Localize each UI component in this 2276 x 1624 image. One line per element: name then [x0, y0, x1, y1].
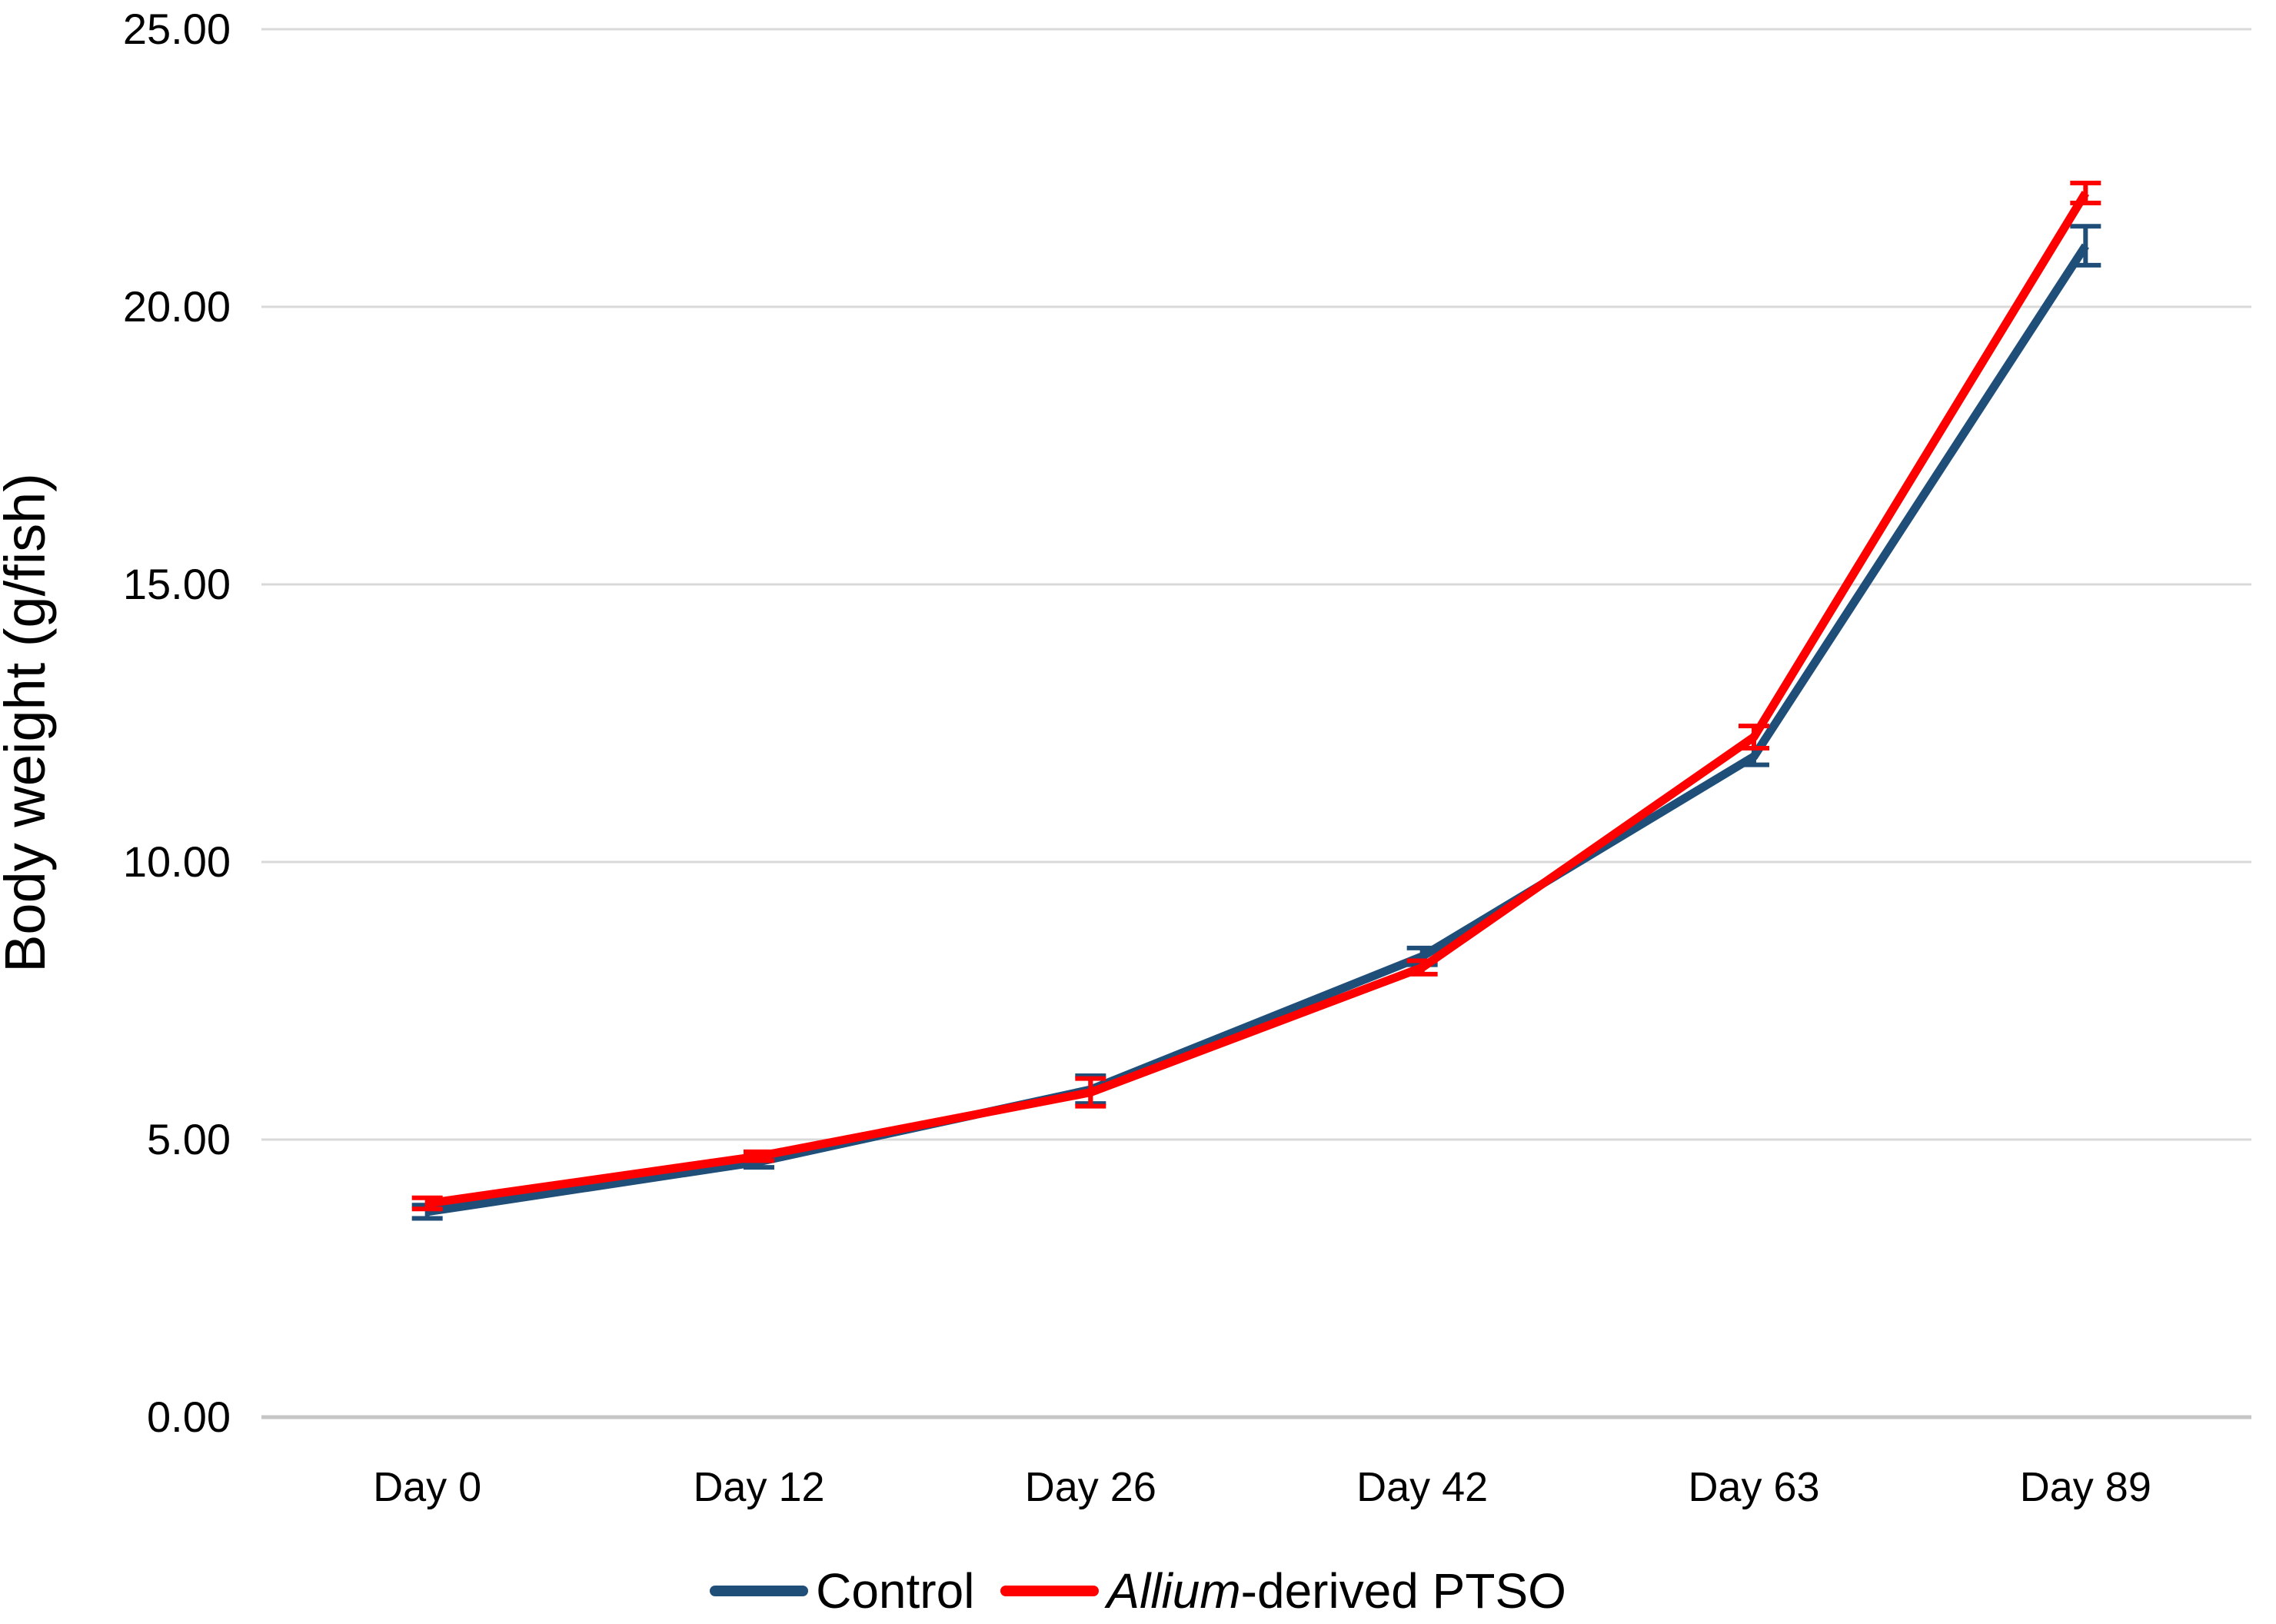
y-axis-tick-label: 0.00 [147, 1393, 231, 1441]
error-bar-allium-derived-ptso [2070, 180, 2101, 205]
legend: Control Allium-derived PTSO [0, 1558, 2276, 1624]
error-bar-allium-derived-ptso [744, 1149, 774, 1163]
legend-item-control: Control [710, 1566, 974, 1616]
x-axis-category-label: Day 26 [1025, 1464, 1156, 1510]
legend-label-italic-part: Allium [1106, 1563, 1241, 1619]
axis-labels-layer: 0.00 5.00 10.00 15.00 20.00 25.00 Day 0 Day 12 D… [123, 5, 2151, 1510]
y-axis-title: Body weight (g/fish) [0, 473, 57, 973]
x-axis-category-label: Day 12 [693, 1464, 824, 1510]
error-bar-allium-derived-ptso [1075, 1076, 1106, 1109]
x-axis-category-label: Day 89 [2020, 1464, 2151, 1510]
grid-layer [261, 28, 2251, 1419]
legend-swatch-allium-derived-ptso [1000, 1586, 1100, 1596]
y-axis-tick-label: 20.00 [123, 282, 231, 331]
series-line-allium-derived-ptso [426, 191, 2090, 1208]
series-line-control [426, 243, 2089, 1216]
series-layer [411, 180, 2101, 1221]
error-bar-allium-derived-ptso [411, 1195, 443, 1212]
x-axis-category-label: Day 63 [1688, 1464, 1819, 1510]
error-bar-control [2070, 224, 2101, 268]
x-axis-category-label: Day 42 [1356, 1464, 1488, 1510]
error-bar-allium-derived-ptso [1739, 724, 1769, 750]
legend-label-allium-derived-ptso: Allium-derived PTSO [1106, 1563, 1566, 1619]
y-axis-tick-label: 15.00 [123, 560, 231, 608]
legend-item-allium-derived-ptso: Allium-derived PTSO [1000, 1566, 1566, 1616]
x-axis-category-label: Day 0 [373, 1464, 481, 1510]
error-bar-allium-derived-ptso [1406, 958, 1438, 977]
y-axis-tick-label: 5.00 [147, 1115, 231, 1163]
legend-swatch-control [710, 1586, 809, 1596]
legend-label-control: Control [816, 1563, 975, 1619]
y-axis-tick-label: 25.00 [123, 5, 231, 53]
y-axis-tick-label: 10.00 [123, 837, 231, 886]
